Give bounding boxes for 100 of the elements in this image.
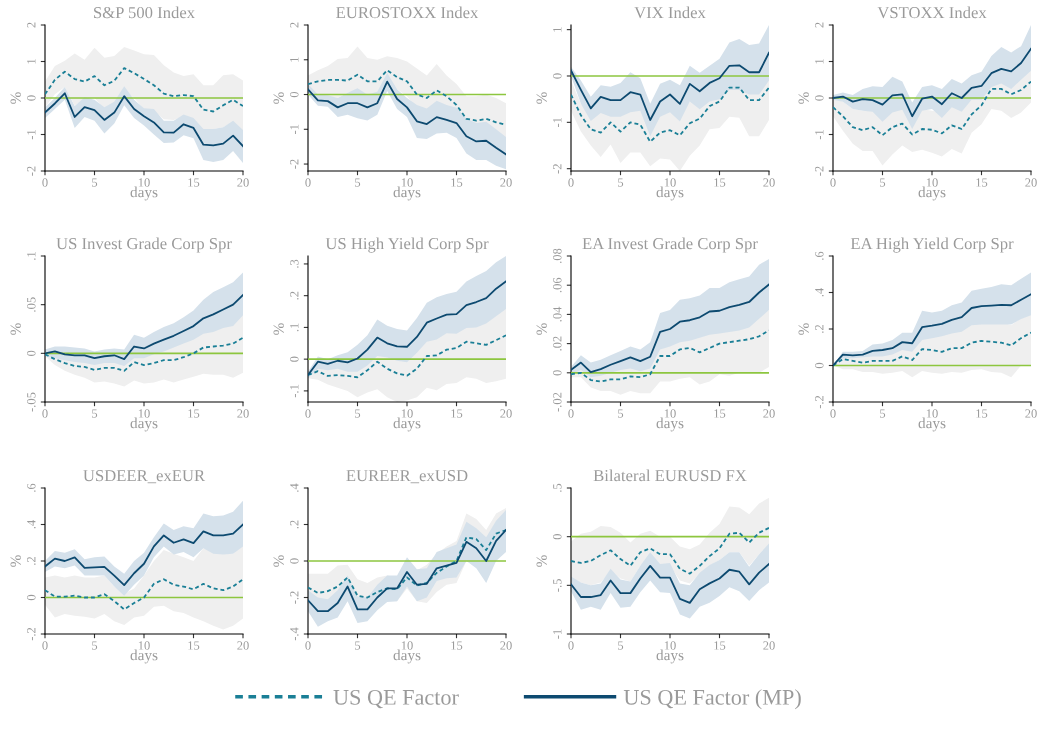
y-tick-label: 1 xyxy=(290,57,299,62)
y-tick-label: -.4 xyxy=(290,627,299,641)
x-tick-label: 0 xyxy=(568,409,574,418)
y-tick-label: -.05 xyxy=(27,392,36,412)
line-series xyxy=(833,47,1031,118)
x-tick-label: 0 xyxy=(42,409,48,418)
x-tick-label: 0 xyxy=(305,641,311,650)
y-tick-label: .6 xyxy=(27,483,36,492)
chart-title: EUREER_exUSD xyxy=(346,470,468,484)
y-tick-label: 0 xyxy=(290,91,299,98)
y-tick-label: .4 xyxy=(27,520,36,529)
x-tick-label: 10 xyxy=(926,178,938,187)
x-axis-title: days xyxy=(918,417,946,432)
chart-title: S&P 500 Index xyxy=(94,6,195,19)
y-tick-label: 0 xyxy=(27,350,36,356)
x-tick-label: 5 xyxy=(355,178,361,187)
y-tick-label: .4 xyxy=(290,483,299,492)
x-axis-title: days xyxy=(918,186,946,201)
line-series xyxy=(308,529,506,613)
x-axis-title: days xyxy=(393,649,421,664)
x-tick-label: 0 xyxy=(42,641,48,650)
y-tick-label: .2 xyxy=(290,520,299,529)
y-tick-label: .5 xyxy=(553,483,562,492)
y-tick-label: .02 xyxy=(553,336,562,351)
y-tick-label: -1 xyxy=(27,130,36,140)
x-tick-label: 5 xyxy=(618,409,624,418)
y-tick-label: 0 xyxy=(815,362,824,369)
x-tick-label: 20 xyxy=(1025,178,1037,187)
x-tick-label: 0 xyxy=(305,409,311,418)
y-tick-label: 1 xyxy=(553,27,562,32)
y-tick-label: .04 xyxy=(553,306,562,322)
chart-title: US Invest Grade Corp Spr xyxy=(56,237,232,253)
x-tick-label: 0 xyxy=(305,178,311,187)
y-axis-title: % xyxy=(798,323,809,335)
y-tick-label: -1 xyxy=(815,130,824,140)
line-series xyxy=(833,80,1031,137)
line-series xyxy=(45,92,243,148)
line-series xyxy=(308,334,506,379)
chart-title: EA High Yield Corp Spr xyxy=(850,237,1014,253)
y-axis-title: % xyxy=(273,92,284,104)
x-tick-label: 0 xyxy=(42,178,48,187)
y-axis-title: % xyxy=(798,92,809,104)
y-tick-label: 0 xyxy=(290,356,299,362)
chart-title: VIX Index xyxy=(634,6,706,19)
x-tick-label: 15 xyxy=(714,641,726,650)
y-tick-label: -.2 xyxy=(290,591,299,604)
y-axis-title: % xyxy=(10,323,21,335)
x-tick-label: 10 xyxy=(401,409,413,418)
x-tick-label: 5 xyxy=(618,178,624,187)
x-tick-label: 15 xyxy=(188,641,200,650)
y-tick-label: 0 xyxy=(553,370,562,376)
x-tick-label: 15 xyxy=(451,409,463,418)
y-tick-label: 1 xyxy=(27,59,36,64)
line-series xyxy=(45,578,243,611)
y-tick-label: -1 xyxy=(553,117,562,128)
y-axis-title: % xyxy=(10,555,21,567)
x-tick-label: 10 xyxy=(401,178,413,187)
y-tick-label: 0 xyxy=(553,534,562,540)
y-tick-label: .05 xyxy=(27,297,36,312)
y-tick-label: -2 xyxy=(290,159,299,169)
x-tick-label: 5 xyxy=(355,641,361,650)
line-series xyxy=(571,527,769,575)
y-axis-title: % xyxy=(536,323,547,335)
x-tick-label: 5 xyxy=(355,409,361,418)
y-tick-label: 0 xyxy=(27,95,36,101)
x-tick-label: 5 xyxy=(618,641,624,650)
x-tick-label: 0 xyxy=(568,178,574,187)
y-axis-title: % xyxy=(273,323,284,335)
x-tick-label: 5 xyxy=(92,641,98,650)
line-series xyxy=(45,336,243,372)
x-axis-title: days xyxy=(656,417,684,432)
y-tick-label: -1 xyxy=(553,629,562,639)
line-series xyxy=(45,67,243,113)
line-series xyxy=(308,280,506,376)
x-tick-label: 15 xyxy=(451,641,463,650)
chart-title: EA Invest Grade Corp Spr xyxy=(582,237,758,253)
y-axis-title: % xyxy=(536,92,547,104)
y-tick-label: -.2 xyxy=(815,395,824,409)
x-tick-label: 20 xyxy=(237,409,249,418)
line-series xyxy=(45,294,243,361)
y-tick-label: -2 xyxy=(27,166,36,176)
x-tick-label: 5 xyxy=(880,409,886,418)
x-tick-label: 15 xyxy=(188,178,200,187)
chart-title: VSTOXX Index xyxy=(877,6,987,19)
y-tick-label: -.5 xyxy=(553,579,562,592)
line-series xyxy=(308,80,506,156)
chart-title: EUROSTOXX Index xyxy=(336,6,479,19)
x-tick-label: 5 xyxy=(92,178,98,187)
y-tick-label: .3 xyxy=(290,259,299,268)
y-tick-label: .1 xyxy=(290,323,299,332)
y-tick-label: .6 xyxy=(815,251,824,260)
y-tick-label: 2 xyxy=(290,22,299,28)
y-tick-label: .2 xyxy=(815,325,824,333)
x-axis-title: days xyxy=(656,649,684,664)
y-tick-label: .1 xyxy=(27,252,36,260)
x-tick-label: 15 xyxy=(976,178,988,187)
y-tick-label: 2 xyxy=(815,22,824,28)
y-tick-label: .06 xyxy=(553,277,562,293)
x-tick-label: 10 xyxy=(664,178,676,187)
x-tick-label: 15 xyxy=(451,178,463,187)
